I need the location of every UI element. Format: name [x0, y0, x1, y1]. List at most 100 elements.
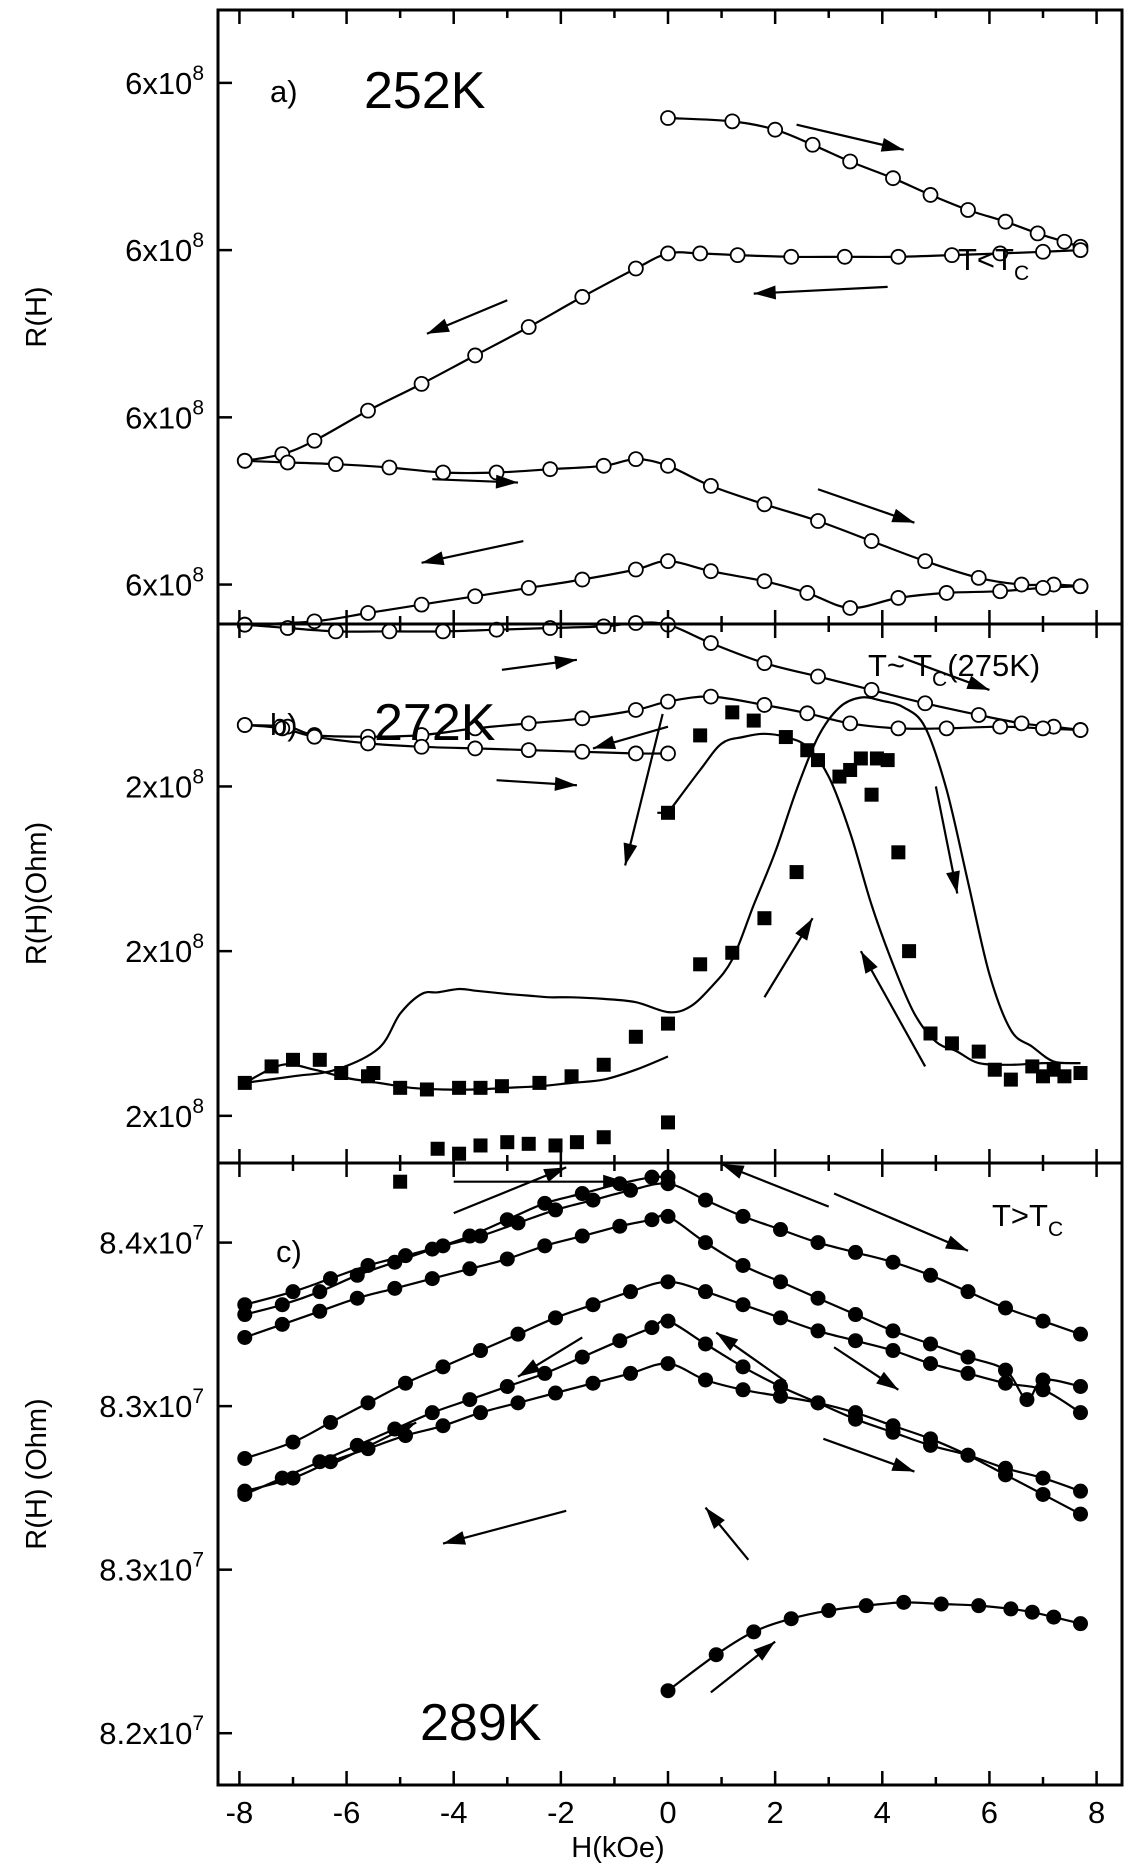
- x-tick-label: -2: [547, 1795, 575, 1830]
- y-tick-exponent: 8: [192, 396, 204, 419]
- data-point: [499, 1212, 515, 1228]
- x-tick-label: 8: [1088, 1795, 1105, 1830]
- data-point: [756, 573, 773, 590]
- y-tick-label: 8.3x107: [99, 1385, 204, 1424]
- data-point: [848, 1307, 863, 1323]
- temperature-label: 272K: [374, 694, 496, 752]
- data-point: [938, 585, 955, 601]
- data-point: [863, 533, 880, 549]
- data-point: [424, 1271, 440, 1287]
- data-point: [960, 202, 976, 218]
- data-point: [627, 260, 644, 277]
- data-point: [729, 247, 746, 264]
- direction-arrow: [623, 713, 664, 866]
- plot-frame: [216, 1161, 1124, 1787]
- y-tick-exponent: 8: [192, 1095, 204, 1118]
- y-tick-mantissa: 8.3x10: [99, 1389, 192, 1424]
- data-point: [1072, 242, 1089, 259]
- data-point: [473, 1080, 488, 1095]
- data-point: [891, 845, 906, 860]
- y-tick-label: 8.3x107: [99, 1549, 204, 1588]
- y-tick-mantissa: 2x10: [125, 934, 192, 969]
- direction-arrow-head: [753, 1641, 776, 1661]
- y-tick-label: 6x108: [125, 396, 204, 435]
- data-point: [520, 580, 537, 596]
- y-tick-exponent: 7: [192, 1549, 204, 1572]
- data-point: [960, 1349, 976, 1365]
- data-point: [360, 605, 376, 621]
- data-point: [944, 1036, 959, 1051]
- data-point: [274, 1297, 290, 1313]
- data-point: [360, 1395, 376, 1411]
- y-tick-mantissa: 8.2x10: [99, 1716, 192, 1751]
- data-point: [660, 245, 676, 262]
- data-point: [285, 1434, 301, 1450]
- data-point: [698, 1192, 713, 1208]
- data-point: [312, 1303, 328, 1319]
- data-point: [661, 1016, 675, 1031]
- data-point: [693, 957, 708, 972]
- y-tick-mantissa: 6x10: [125, 400, 192, 435]
- data-point: [660, 745, 676, 762]
- data-point: [702, 563, 719, 580]
- panel-label: b): [270, 707, 298, 742]
- direction-arrow: [817, 488, 915, 524]
- data-point: [757, 911, 772, 926]
- data-point: [1046, 1609, 1062, 1625]
- data-point: [595, 457, 612, 474]
- data-point: [596, 1057, 611, 1072]
- data-point: [510, 1395, 526, 1411]
- data-point: [848, 1333, 863, 1349]
- data-point: [810, 1290, 826, 1306]
- direction-arrow: [897, 655, 990, 691]
- data-point: [1003, 1601, 1019, 1617]
- data-point: [923, 1437, 938, 1453]
- data-point: [623, 1284, 638, 1300]
- data-point: [398, 1248, 413, 1264]
- data-point: [842, 153, 859, 170]
- data-point: [548, 1202, 563, 1218]
- data-point: [424, 1241, 440, 1257]
- direction-arrow-head: [876, 1371, 899, 1390]
- panel-label: c): [276, 1234, 302, 1269]
- x-tick-label: -4: [440, 1795, 468, 1830]
- data-point: [702, 477, 719, 494]
- panel-label: a): [270, 74, 298, 109]
- data-point: [612, 1176, 628, 1192]
- direction-arrow-head: [705, 1507, 725, 1529]
- direction-arrow-head: [860, 951, 878, 974]
- data-point: [595, 618, 612, 635]
- data-point: [960, 1284, 976, 1300]
- data-point: [799, 585, 816, 601]
- data-point: [746, 713, 761, 728]
- data-point: [366, 1066, 381, 1081]
- data-point: [237, 1329, 253, 1345]
- data-point: [890, 248, 907, 265]
- data-point: [1035, 1313, 1051, 1329]
- data-point: [349, 1290, 365, 1306]
- data-point: [885, 1424, 901, 1440]
- data-point: [574, 1349, 590, 1365]
- data-point: [537, 1195, 553, 1211]
- data-point: [327, 623, 344, 640]
- data-point: [520, 742, 537, 759]
- data-point: [735, 1359, 751, 1375]
- data-point: [306, 432, 323, 449]
- direction-arrow: [517, 1336, 583, 1378]
- direction-arrow-head: [543, 1167, 567, 1183]
- direction-arrow: [763, 917, 814, 998]
- direction-arrow-head: [554, 776, 577, 791]
- data-point: [520, 319, 537, 335]
- data-point: [462, 1392, 478, 1408]
- data-point: [661, 805, 675, 820]
- direction-arrow: [442, 1509, 567, 1545]
- data-point: [1072, 722, 1089, 738]
- direction-arrow-head: [623, 842, 638, 866]
- data-point: [306, 728, 323, 745]
- data-point: [842, 600, 859, 616]
- data-point: [1046, 1062, 1061, 1077]
- data-point: [693, 728, 708, 743]
- direction-arrow-head: [495, 474, 518, 489]
- data-point: [1056, 233, 1073, 250]
